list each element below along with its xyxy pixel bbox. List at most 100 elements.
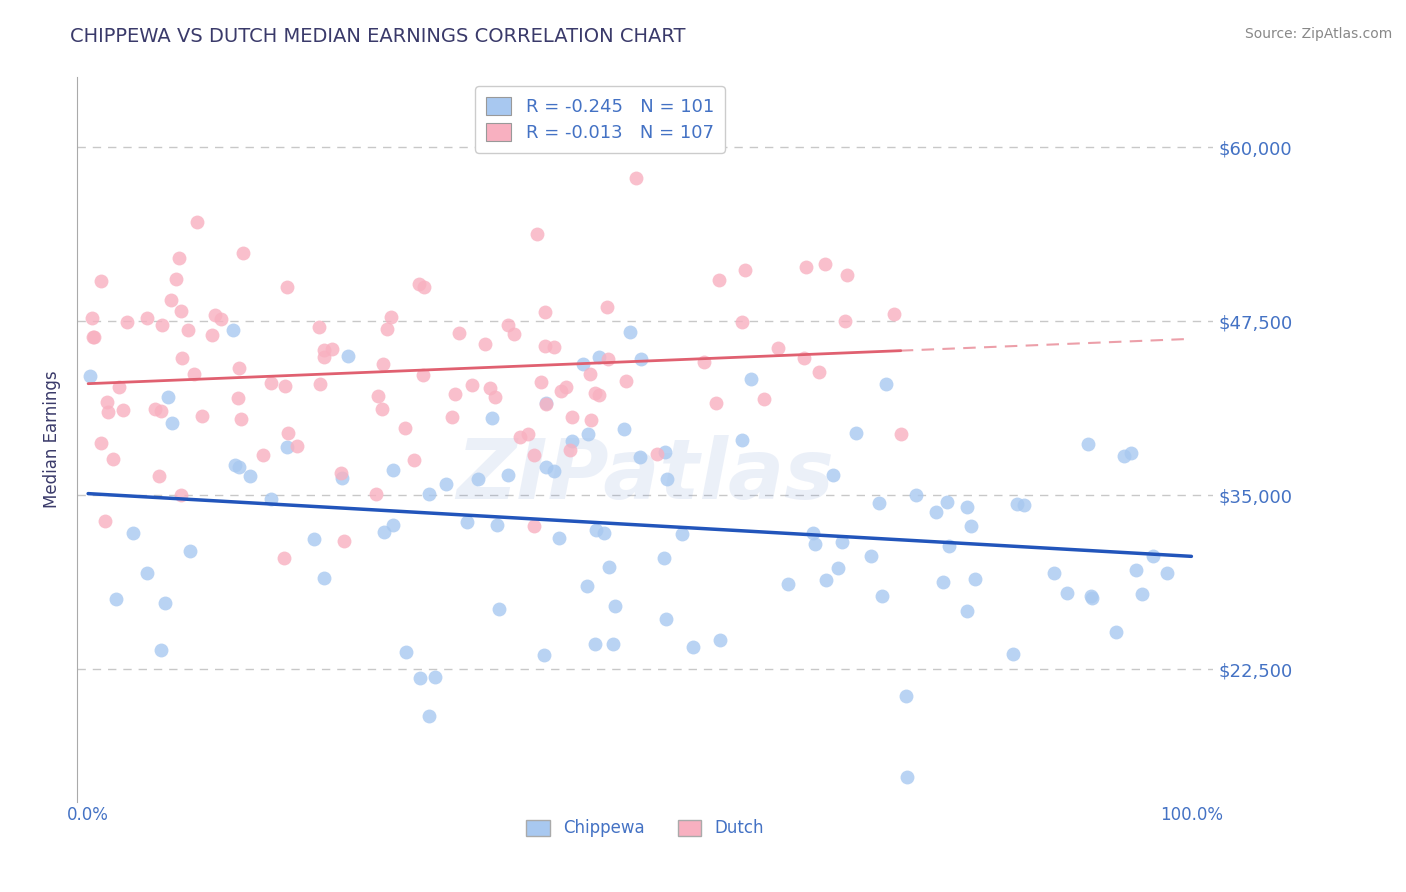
Point [162, 417, 184, 431]
Point [1142, 549, 1164, 564]
Point [523, 449, 546, 463]
Point [484, 390, 506, 404]
Text: ZIPatlas: ZIPatlas [457, 435, 834, 516]
Point [117, 315, 139, 329]
Point [273, 551, 295, 566]
Point [837, 268, 859, 283]
Point [375, 322, 398, 336]
Point [547, 531, 569, 545]
Point [260, 491, 283, 506]
Point [309, 377, 332, 392]
Point [704, 396, 727, 410]
Point [402, 453, 425, 467]
Point [534, 338, 557, 352]
Point [960, 518, 983, 533]
Point [804, 537, 827, 551]
Point [153, 597, 176, 611]
Point [896, 770, 918, 784]
Point [418, 708, 440, 723]
Point [938, 539, 960, 553]
Point [671, 526, 693, 541]
Point [894, 690, 917, 704]
Point [440, 410, 463, 425]
Point [583, 637, 606, 651]
Point [555, 380, 578, 394]
Point [588, 350, 610, 364]
Point [543, 340, 565, 354]
Point [1130, 587, 1153, 601]
Point [276, 440, 298, 454]
Point [654, 612, 676, 626]
Point [630, 351, 652, 366]
Point [598, 559, 620, 574]
Point [423, 670, 446, 684]
Point [583, 386, 606, 401]
Point [1077, 437, 1099, 451]
Point [575, 578, 598, 592]
Point [330, 471, 353, 485]
Point [1080, 591, 1102, 605]
Point [156, 391, 179, 405]
Point [364, 486, 387, 500]
Point [1104, 625, 1126, 640]
Point [332, 534, 354, 549]
Point [509, 430, 531, 444]
Point [834, 314, 856, 328]
Point [312, 343, 335, 358]
Point [107, 380, 129, 394]
Point [536, 396, 558, 410]
Point [444, 387, 467, 401]
Point [578, 367, 600, 381]
Point [890, 426, 912, 441]
Point [1012, 498, 1035, 512]
Point [530, 375, 553, 389]
Point [534, 305, 557, 319]
Point [183, 367, 205, 381]
Point [905, 488, 928, 502]
Point [859, 549, 882, 563]
Point [380, 310, 402, 324]
Point [371, 401, 394, 416]
Point [707, 273, 730, 287]
Point [96, 394, 118, 409]
Point [831, 535, 853, 549]
Point [956, 500, 979, 514]
Point [731, 433, 754, 447]
Point [776, 577, 799, 591]
Point [367, 389, 389, 403]
Point [90, 274, 112, 288]
Point [167, 251, 190, 265]
Point [558, 442, 581, 457]
Point [83, 329, 105, 343]
Point [932, 574, 955, 589]
Point [82, 330, 104, 344]
Point [1001, 647, 1024, 661]
Point [526, 227, 548, 241]
Point [1114, 449, 1136, 463]
Point [302, 532, 325, 546]
Point [321, 343, 343, 357]
Point [474, 336, 496, 351]
Point [412, 368, 434, 383]
Point [308, 320, 330, 334]
Point [408, 277, 430, 292]
Point [693, 355, 716, 369]
Point [209, 312, 232, 326]
Point [543, 464, 565, 478]
Point [222, 323, 245, 337]
Point [534, 459, 557, 474]
Y-axis label: Median Earnings: Median Earnings [44, 371, 60, 508]
Point [740, 371, 762, 385]
Point [191, 409, 214, 423]
Point [628, 450, 651, 464]
Point [576, 427, 599, 442]
Point [561, 434, 583, 449]
Point [845, 426, 868, 441]
Point [177, 323, 200, 337]
Point [602, 637, 624, 651]
Point [821, 468, 844, 483]
Point [585, 523, 607, 537]
Point [276, 280, 298, 294]
Point [122, 526, 145, 541]
Point [498, 467, 520, 482]
